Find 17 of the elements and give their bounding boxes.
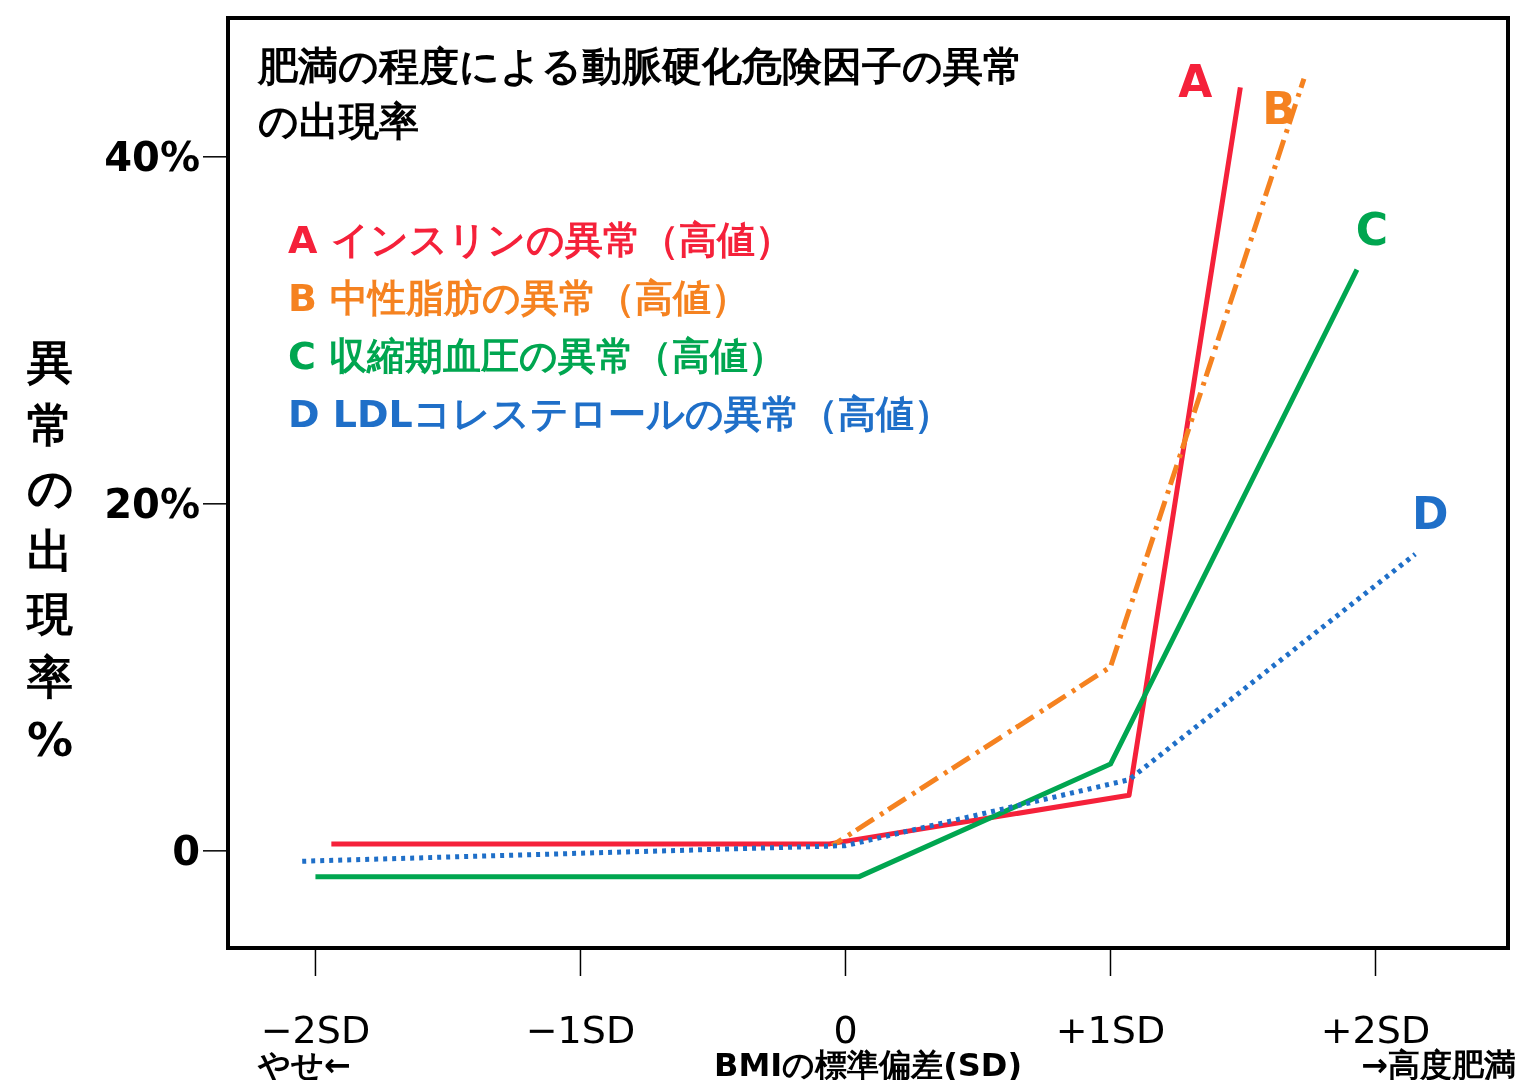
x-tick-label: −2SD: [260, 1008, 371, 1052]
x-tick-label: −1SD: [525, 1008, 636, 1052]
annotation: D: [1411, 488, 1449, 540]
text: C 収縮期血圧の異常（高値）: [288, 334, 787, 378]
y-axis-title: 異常の出現率%: [25, 335, 74, 767]
y-tick-label: 20%: [104, 480, 200, 527]
x-tick-label: +1SD: [1055, 1008, 1166, 1052]
text: A インスリンの異常（高値）: [288, 218, 793, 262]
text: B 中性脂肪の異常（高値）: [288, 276, 750, 320]
y-tick-label: 0: [172, 827, 200, 874]
x-axis-title: BMIの標準偏差(SD): [714, 1046, 1022, 1084]
annotation: C: [1355, 203, 1389, 255]
text: 肥満の程度による動脈硬化危険因子の異常の出現率: [257, 43, 1023, 144]
annotation: B: [1262, 82, 1296, 134]
annotation: A: [1178, 56, 1213, 108]
y-tick-label: 40%: [104, 133, 200, 180]
text: D LDLコレステロールの異常（高値）: [288, 392, 952, 436]
